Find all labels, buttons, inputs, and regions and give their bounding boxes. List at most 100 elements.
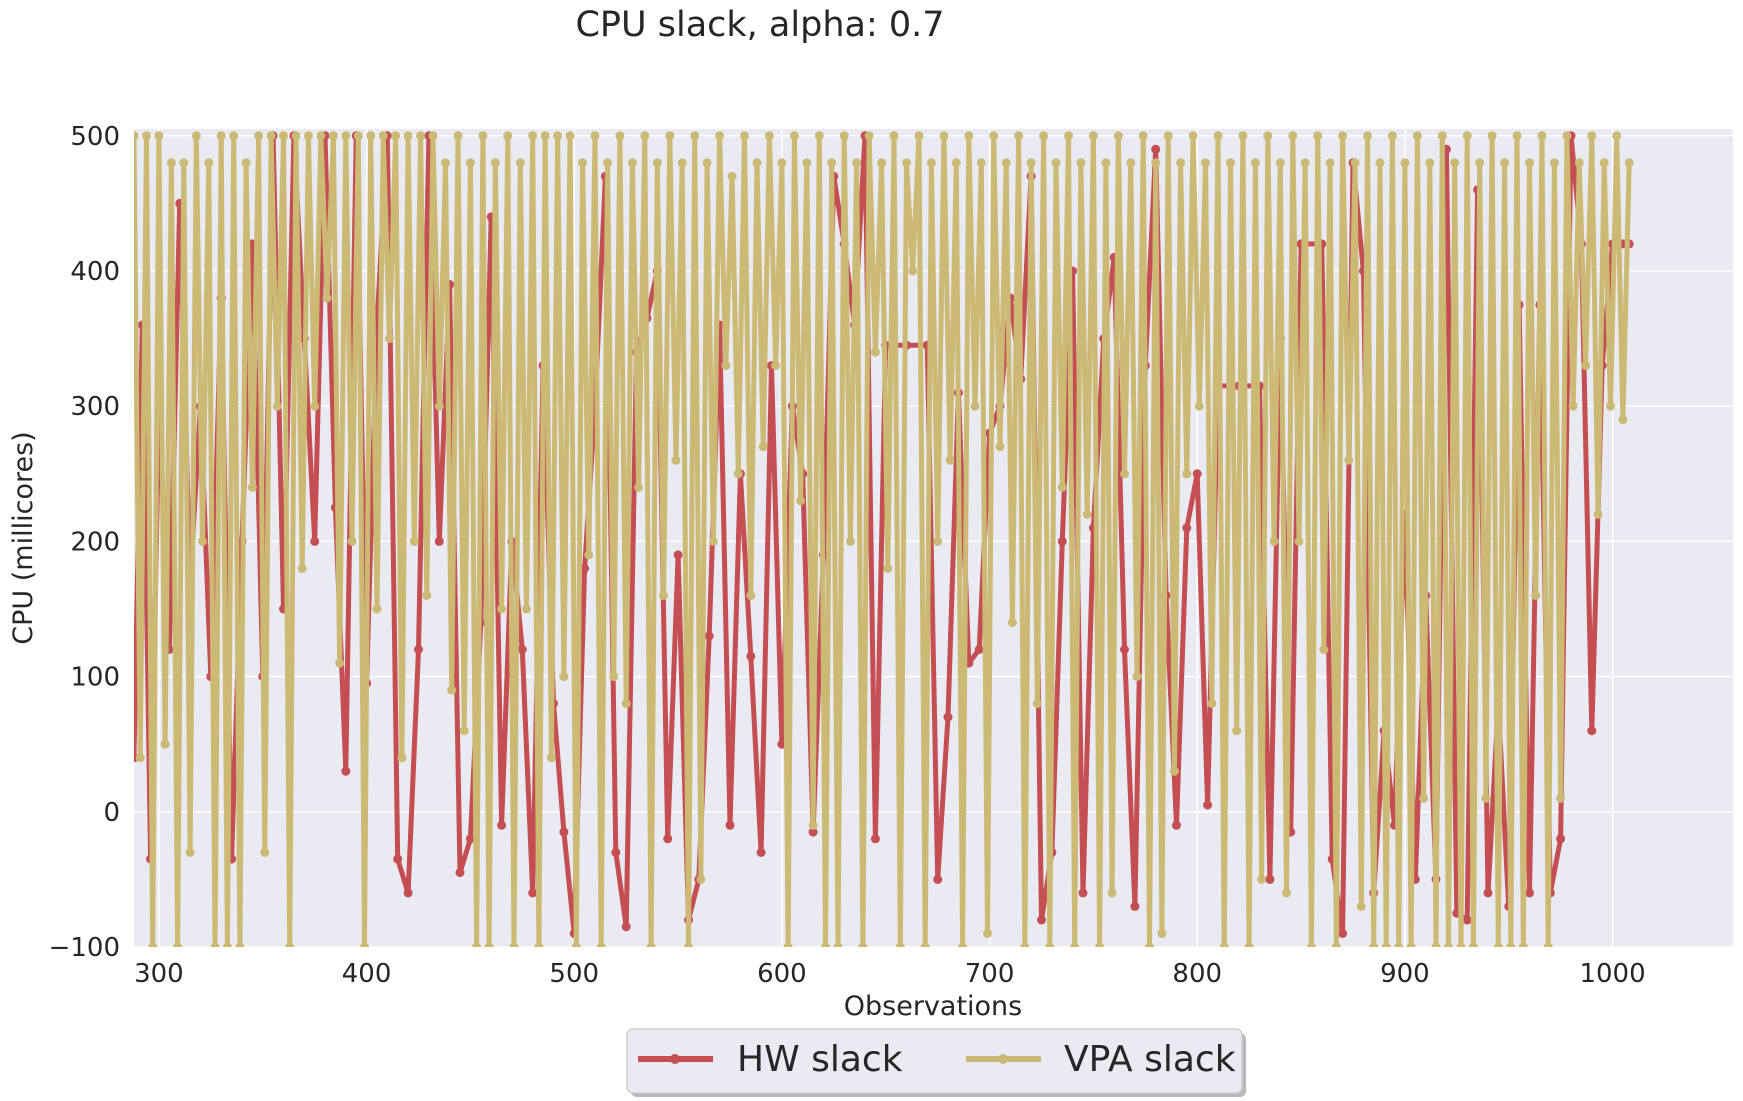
data-point-hw-slack [725, 820, 735, 830]
data-point-vpa-slack [640, 131, 650, 141]
x-tick-label: 800 [1172, 959, 1222, 989]
data-point-vpa-slack [1076, 158, 1086, 168]
data-point-vpa-slack [366, 131, 376, 141]
y-tick-label: −100 [49, 933, 120, 963]
x-tick-label: 300 [134, 959, 184, 989]
data-point-vpa-slack [1219, 942, 1229, 947]
data-point-vpa-slack [1325, 158, 1335, 168]
data-point-vpa-slack [1624, 158, 1634, 168]
data-point-vpa-slack [1525, 158, 1534, 168]
data-point-vpa-slack [1020, 942, 1030, 947]
data-point-vpa-slack [914, 131, 924, 141]
data-point-vpa-slack [173, 942, 183, 947]
data-point-vpa-slack [783, 942, 793, 947]
data-point-vpa-slack [646, 942, 656, 947]
data-point-vpa-slack [216, 131, 226, 141]
data-point-vpa-slack [864, 131, 874, 141]
data-point-hw-slack [1483, 888, 1493, 898]
data-point-vpa-slack [1431, 942, 1441, 947]
data-point-vpa-slack [540, 131, 550, 141]
data-point-vpa-slack [1412, 131, 1422, 141]
data-point-vpa-slack [677, 158, 687, 168]
data-point-vpa-slack [1306, 942, 1316, 947]
data-point-vpa-slack [1587, 131, 1597, 141]
data-point-vpa-slack [1518, 942, 1528, 947]
data-point-vpa-slack [1263, 131, 1273, 141]
data-point-vpa-slack [453, 131, 463, 141]
data-point-hw-slack [1037, 915, 1046, 925]
data-point-vpa-slack [235, 942, 245, 947]
data-point-vpa-slack [266, 131, 276, 141]
data-point-vpa-slack [696, 874, 706, 884]
y-tick-label: 500 [70, 122, 120, 152]
data-point-vpa-slack [1169, 766, 1179, 776]
data-point-vpa-slack [920, 942, 930, 947]
data-point-hw-slack [1078, 888, 1088, 898]
data-point-vpa-slack [285, 942, 295, 947]
data-point-hw-slack [808, 827, 818, 837]
data-point-hw-slack [497, 820, 507, 830]
data-point-vpa-slack [1207, 699, 1217, 709]
data-point-hw-slack [756, 847, 766, 857]
data-point-vpa-slack [902, 158, 911, 168]
data-point-vpa-slack [1419, 793, 1429, 803]
data-point-vpa-slack [247, 482, 257, 492]
data-point-vpa-slack [1138, 131, 1148, 141]
data-point-vpa-slack [254, 131, 264, 141]
data-point-hw-slack [403, 888, 413, 898]
data-point-vpa-slack [465, 158, 475, 168]
data-point-hw-slack [1462, 915, 1472, 925]
data-point-hw-slack [1120, 645, 1129, 654]
data-point-vpa-slack [166, 158, 176, 168]
data-point-vpa-slack [1387, 131, 1397, 141]
data-point-hw-slack [663, 834, 673, 844]
data-point-vpa-slack [908, 266, 918, 276]
data-point-vpa-slack [179, 158, 189, 168]
data-point-vpa-slack [447, 685, 457, 695]
data-point-vpa-slack [951, 158, 961, 168]
data-point-vpa-slack [852, 158, 862, 168]
data-point-vpa-slack [634, 482, 644, 492]
data-point-vpa-slack [771, 361, 781, 371]
data-point-vpa-slack [1344, 455, 1354, 465]
data-point-vpa-slack [272, 401, 282, 411]
data-point-vpa-slack [1032, 699, 1042, 709]
data-point-vpa-slack [397, 753, 407, 763]
data-point-vpa-slack [1313, 131, 1323, 141]
data-point-vpa-slack [497, 604, 507, 614]
data-point-hw-slack [1203, 800, 1213, 810]
data-point-vpa-slack [1257, 874, 1267, 884]
data-point-vpa-slack [135, 753, 145, 763]
data-point-vpa-slack [1437, 131, 1447, 141]
data-point-vpa-slack [1425, 158, 1435, 168]
series-vpa-slack [134, 131, 1634, 947]
data-point-vpa-slack [559, 672, 569, 682]
data-point-hw-slack [1130, 901, 1140, 911]
data-point-vpa-slack [409, 536, 419, 546]
data-point-hw-slack [455, 868, 465, 878]
x-axis-label: Observations [844, 991, 1022, 1022]
data-point-vpa-slack [1369, 942, 1379, 947]
data-point-vpa-slack [578, 158, 588, 168]
data-point-vpa-slack [503, 131, 513, 141]
data-point-vpa-slack [1113, 131, 1123, 141]
data-point-hw-slack [434, 536, 444, 546]
data-point-vpa-slack [204, 158, 214, 168]
data-point-vpa-slack [1549, 158, 1559, 168]
data-point-vpa-slack [789, 131, 799, 141]
data-point-vpa-slack [1045, 942, 1055, 947]
data-point-vpa-slack [933, 536, 943, 546]
data-point-vpa-slack [322, 293, 332, 303]
y-tick-label: 400 [70, 257, 120, 287]
data-point-vpa-slack [347, 536, 357, 546]
legend-label-hw-slack: HW slack [737, 1039, 903, 1080]
data-point-vpa-slack [802, 158, 812, 168]
data-point-vpa-slack [515, 158, 525, 168]
data-point-vpa-slack [279, 131, 288, 141]
x-tick-label: 600 [757, 959, 807, 989]
legend-item-vpa-slack: VPA slack [966, 1039, 1236, 1080]
data-point-vpa-slack [353, 131, 363, 141]
data-point-vpa-slack [665, 131, 675, 141]
data-point-vpa-slack [1593, 509, 1603, 519]
data-point-vpa-slack [341, 131, 351, 141]
